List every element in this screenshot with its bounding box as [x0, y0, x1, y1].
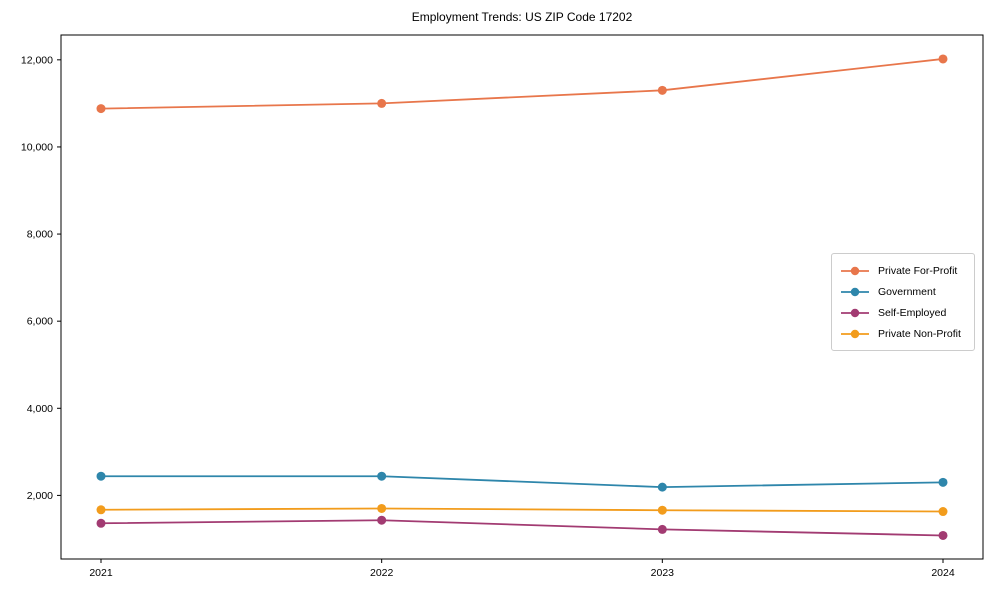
legend-label: Private Non-Profit: [878, 327, 961, 340]
data-point-government-2022: [377, 471, 387, 481]
y-tick-label: 2,000: [27, 490, 53, 502]
data-point-self-employed-2021: [96, 518, 106, 528]
y-tick-label: 8,000: [27, 229, 53, 241]
series-government: [96, 471, 948, 492]
legend-item-private-for-profit: Private For-Profit: [840, 260, 968, 281]
data-point-government-2024: [938, 477, 948, 487]
data-point-private-non-profit-2023: [657, 505, 667, 515]
x-axis: 2021 2022 2023 2024: [89, 559, 955, 579]
legend-line-marker-icon: [841, 287, 869, 296]
series-self-employed: [96, 515, 948, 540]
legend-label: Government: [878, 285, 936, 298]
x-tick-label: 2021: [89, 567, 113, 579]
y-axis: 2,000 4,000 6,000 8,000 10,000 12,000: [21, 54, 61, 502]
data-point-government-2021: [96, 471, 106, 481]
x-tick-label: 2022: [370, 567, 394, 579]
data-point-private-for-profit-2023: [657, 85, 667, 95]
y-tick-label: 6,000: [27, 316, 53, 328]
y-tick-label: 12,000: [21, 54, 53, 66]
data-point-self-employed-2024: [938, 530, 948, 540]
data-point-private-non-profit-2021: [96, 505, 106, 515]
data-point-private-for-profit-2024: [938, 54, 948, 64]
x-tick-label: 2024: [931, 567, 955, 579]
legend-item-self-employed: Self-Employed: [840, 302, 968, 323]
data-point-self-employed-2022: [377, 515, 387, 525]
plot-frame: [60, 34, 984, 560]
data-point-private-non-profit-2024: [938, 507, 948, 517]
data-point-private-for-profit-2022: [377, 98, 387, 108]
legend-line-marker-icon: [841, 308, 869, 317]
data-point-private-non-profit-2022: [377, 503, 387, 513]
legend: Private For-Profit Government Self-Emplo…: [831, 253, 975, 351]
data-point-private-for-profit-2021: [96, 104, 106, 114]
y-tick-label: 4,000: [27, 403, 53, 415]
legend-item-private-non-profit: Private Non-Profit: [840, 323, 968, 344]
series-private-non-profit: [96, 503, 948, 517]
legend-label: Private For-Profit: [878, 264, 958, 277]
legend-line-marker-icon: [841, 266, 869, 275]
x-tick-label: 2023: [651, 567, 675, 579]
data-point-government-2023: [657, 482, 667, 492]
data-point-self-employed-2023: [657, 524, 667, 534]
y-tick-label: 10,000: [21, 141, 53, 153]
chart-title: Employment Trends: US ZIP Code 17202: [411, 10, 633, 24]
legend-item-government: Government: [840, 281, 968, 302]
series-private-for-profit: [96, 54, 948, 114]
legend-line-marker-icon: [841, 329, 869, 338]
legend-label: Self-Employed: [878, 306, 947, 319]
